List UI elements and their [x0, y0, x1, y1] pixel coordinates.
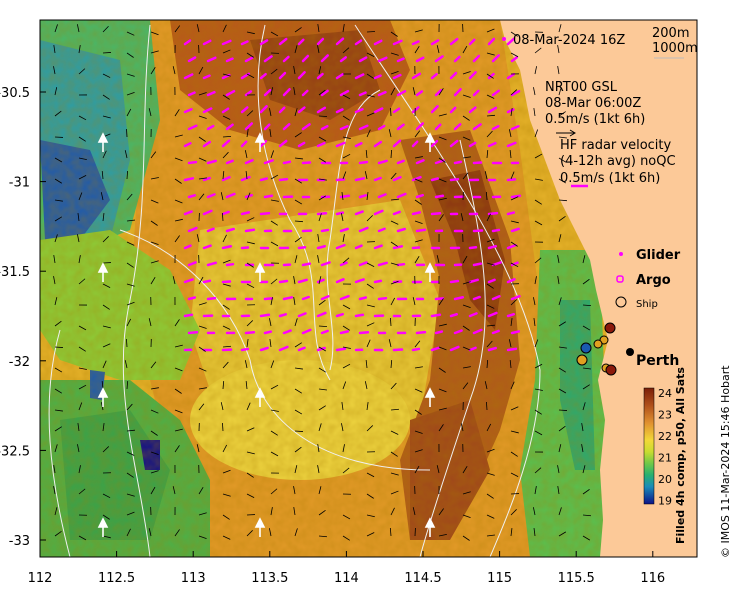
- colorbar-tick-label: 24: [658, 387, 672, 400]
- hf-scale: 0.5m/s (1kt 6h): [560, 171, 660, 186]
- isobath-1000m: 1000m: [652, 41, 698, 56]
- y-tick-label: -31: [9, 176, 30, 191]
- x-tick-label: 116: [640, 571, 665, 586]
- copyright-text: © IMOS 11-Mar-2024 15:46 Hobart: [719, 365, 732, 558]
- y-axis: -30.5 -31 -31.5 -32 -32.5 -33: [0, 86, 46, 549]
- colorbar-tick-label: 21: [658, 452, 672, 465]
- x-tick-label: 113.5: [251, 571, 288, 586]
- x-tick-label: 114.5: [404, 571, 441, 586]
- gsl-time: 08-Mar 06:00Z: [545, 96, 641, 111]
- x-tick-label: 113: [181, 571, 206, 586]
- y-tick-label: -31.5: [0, 265, 30, 280]
- date-marker: [502, 37, 506, 41]
- gsl-scale: 0.5m/s (1kt 6h): [545, 112, 645, 127]
- x-tick-label: 114: [334, 571, 359, 586]
- colorbar-tick-label: 22: [658, 430, 672, 443]
- glider-marker: [619, 252, 623, 256]
- hf-avg: (4-12h avg) noQC: [560, 154, 676, 169]
- legend-date: 08-Mar-2024 16Z: [513, 33, 625, 48]
- legend-glider: Glider: [636, 248, 681, 263]
- y-tick-label: -32: [9, 355, 30, 370]
- colorbar: [644, 388, 654, 504]
- colorbar-tick-label: 23: [658, 409, 672, 422]
- x-tick-label: 115.5: [558, 571, 595, 586]
- colorbar-tick-label: 20: [658, 473, 672, 486]
- colorbar-tick-label: 19: [658, 495, 672, 508]
- y-tick-label: -30.5: [0, 86, 30, 101]
- legend-argo: Argo: [636, 273, 671, 288]
- colorbar-label: Filled 4h comp, p50, All Sats: [674, 367, 687, 544]
- y-tick-label: -32.5: [0, 444, 30, 459]
- hf-title: HF radar velocity: [560, 138, 672, 153]
- legend-ship: Ship: [636, 299, 658, 310]
- perth-marker: [626, 348, 634, 356]
- city-label: Perth: [636, 353, 679, 369]
- isobath-200m: 200m: [652, 26, 689, 41]
- x-tick-label: 115: [487, 571, 512, 586]
- x-tick-label: 112: [28, 571, 53, 586]
- gsl-title: NRT00 GSL: [545, 80, 618, 95]
- x-tick-label: 112.5: [98, 571, 135, 586]
- y-tick-label: -33: [9, 534, 30, 549]
